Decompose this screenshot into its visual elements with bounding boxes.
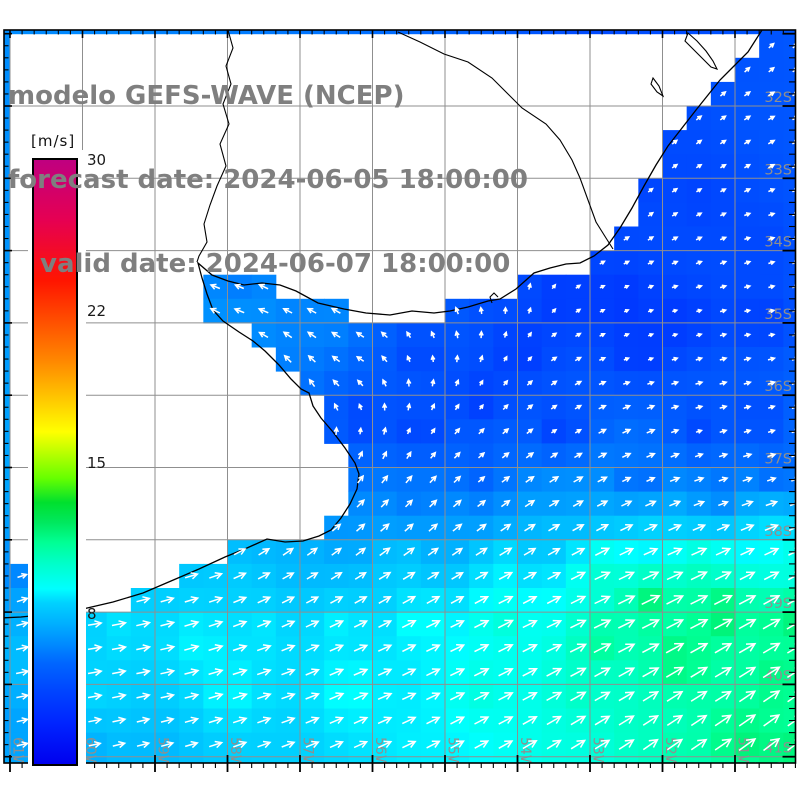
colorbar — [28, 150, 86, 772]
latitude-label: 41S — [764, 741, 792, 757]
latitude-label: 38S — [764, 524, 792, 540]
longitude-label: 58W — [227, 737, 243, 769]
colorbar-tick-label: 8 — [87, 605, 97, 623]
colorbar-tick-label: 30 — [87, 151, 107, 169]
longitude-label: 52W — [662, 737, 678, 769]
coastline — [4, 30, 763, 619]
longitude-label: 60W — [82, 737, 98, 769]
longitude-labels: 61W 60W 59W 58W 57W 56W 55W 54W 53W 52W 51W — [10, 737, 751, 769]
latitude-label: 32S — [764, 90, 792, 106]
latitude-label: 33S — [764, 162, 792, 178]
colorbar-units-label: [m/s] — [31, 132, 76, 150]
latitude-label: 36S — [764, 379, 792, 395]
latitude-label: 37S — [764, 452, 792, 468]
longitude-label: 54W — [517, 737, 533, 769]
longitude-label: 51W — [735, 737, 751, 769]
graticule — [4, 30, 796, 763]
longitude-label: 57W — [300, 737, 316, 769]
longitude-label: 61W — [10, 737, 26, 769]
colorbar-gradient — [32, 158, 78, 766]
latitude-label: 34S — [764, 235, 792, 251]
latitude-label: 35S — [764, 307, 792, 323]
rivers-and-borders — [196, 30, 719, 304]
longitude-label: 55W — [445, 737, 461, 769]
colorbar-tick-label: 22 — [87, 302, 107, 320]
longitude-label: 59W — [155, 737, 171, 769]
frame-ticks — [3, 29, 797, 772]
longitude-label: 53W — [590, 737, 606, 769]
colorbar-tick-label: 15 — [87, 454, 107, 472]
longitude-label: 56W — [372, 737, 388, 769]
